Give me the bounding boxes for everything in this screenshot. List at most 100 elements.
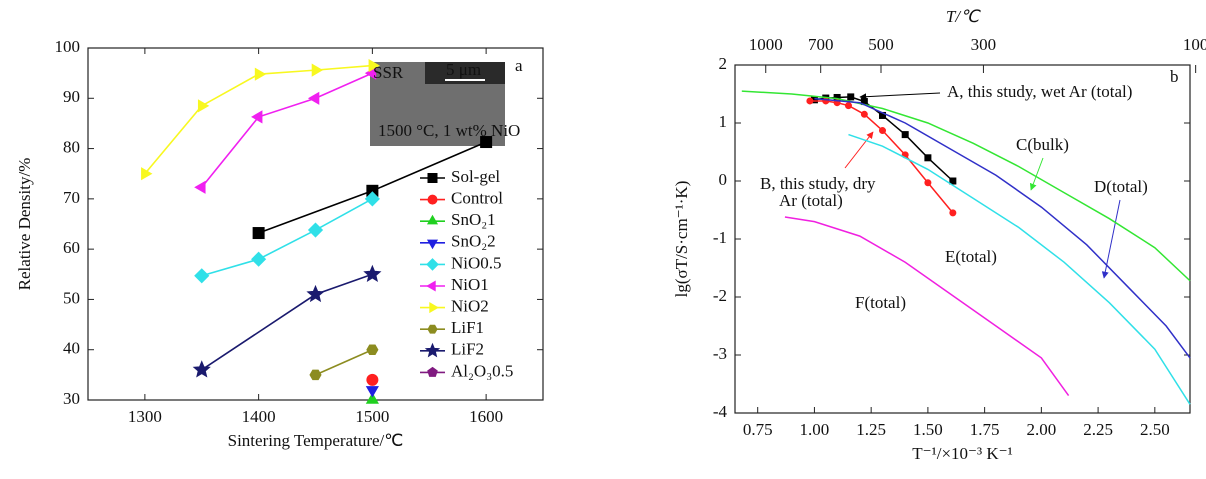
- marker: [306, 284, 325, 303]
- y-tick-label: 30: [63, 389, 80, 408]
- marker: [309, 369, 322, 381]
- marker: [365, 386, 379, 398]
- series-line: [784, 216, 1070, 397]
- x2-axis-label: T/℃: [946, 7, 981, 26]
- x-tick-label: 1.25: [856, 420, 886, 439]
- y-tick-label: 50: [63, 288, 80, 307]
- marker: [368, 59, 380, 73]
- x2-tick-label: 100: [1183, 35, 1206, 54]
- x2-tick-label: 1000: [749, 35, 783, 54]
- panel-label: b: [1170, 67, 1179, 86]
- annotation: C(bulk): [1016, 135, 1069, 154]
- legend-label: Sol-gel: [451, 167, 500, 186]
- plot-frame: [87, 47, 544, 401]
- annotation: A, this study, wet Ar (total): [947, 82, 1132, 101]
- legend-label: Al₂O₃0.5: [451, 361, 513, 380]
- annotation: B, this study, dry: [760, 174, 876, 193]
- marker: [426, 214, 439, 225]
- x-tick-label: 1.50: [913, 420, 943, 439]
- marker: [251, 110, 263, 124]
- marker: [847, 93, 855, 101]
- inset-text: SSR: [373, 63, 404, 82]
- marker: [366, 344, 379, 355]
- x-tick-label: 1.00: [800, 420, 830, 439]
- arrow: [859, 92, 941, 101]
- legend-label: SnO₂2: [451, 232, 496, 251]
- x-tick-label: 1600: [469, 407, 503, 426]
- marker: [860, 110, 868, 118]
- legend-label: SnO₂1: [451, 210, 496, 229]
- x2-tick-label: 700: [808, 35, 834, 54]
- annotation: E(total): [945, 247, 997, 266]
- series-line: [201, 198, 373, 277]
- legend-label: NiO2: [451, 297, 489, 316]
- marker: [901, 131, 909, 139]
- inset-text: 1500 °C, 1 wt% NiO: [378, 121, 520, 140]
- marker: [424, 342, 441, 358]
- x-tick-label: 2.00: [1026, 420, 1056, 439]
- legend-label: Control: [451, 189, 503, 208]
- marker: [426, 239, 439, 250]
- y-tick-label: -4: [713, 402, 728, 421]
- y-tick-label: 2: [719, 54, 728, 73]
- marker: [949, 177, 957, 185]
- marker: [311, 63, 324, 77]
- y-tick-label: 40: [63, 339, 80, 358]
- marker: [366, 373, 379, 386]
- marker: [427, 194, 438, 205]
- marker: [307, 222, 324, 238]
- y-axis-label: lg(σT/S·cm⁻¹·K): [672, 181, 691, 298]
- x-axis-label: T⁻¹/×10⁻³ K⁻¹: [912, 444, 1012, 463]
- marker: [427, 324, 438, 334]
- inset-text: 5 μm: [446, 60, 481, 79]
- arrow: [844, 131, 874, 169]
- x2-tick-label: 300: [971, 35, 997, 54]
- marker: [307, 91, 320, 105]
- x-tick-label: 1400: [242, 407, 276, 426]
- y-tick-label: 0: [719, 170, 728, 189]
- x-tick-label: 1500: [355, 407, 389, 426]
- y-axis-label: Relative Density/%: [15, 158, 34, 291]
- x-tick-label: 2.25: [1083, 420, 1113, 439]
- series-line: [814, 97, 1191, 359]
- marker: [426, 258, 439, 271]
- marker: [480, 136, 493, 149]
- marker: [365, 392, 379, 404]
- marker: [197, 99, 210, 113]
- y-tick-label: 60: [63, 238, 80, 257]
- marker: [949, 209, 957, 217]
- series-line: [201, 72, 373, 188]
- y-tick-label: -1: [713, 228, 727, 247]
- marker: [844, 102, 852, 110]
- arrow: [1101, 199, 1121, 279]
- y-tick-label: -3: [713, 344, 727, 363]
- marker: [252, 227, 265, 240]
- legend-label: LiF2: [451, 340, 484, 359]
- marker: [194, 268, 210, 284]
- x2-tick-label: 500: [868, 35, 894, 54]
- marker: [924, 154, 932, 162]
- series-line: [848, 133, 1191, 405]
- marker: [254, 67, 267, 81]
- scale-bar-bg: [425, 62, 505, 84]
- marker: [429, 302, 439, 314]
- marker: [924, 179, 932, 187]
- x-tick-label: 1300: [128, 407, 162, 426]
- y-tick-label: 100: [55, 37, 81, 56]
- y-tick-label: 70: [63, 188, 80, 207]
- plot-frame: [734, 64, 1191, 414]
- x-tick-label: 0.75: [743, 420, 773, 439]
- marker: [427, 366, 438, 377]
- series-line: [741, 90, 1191, 282]
- marker: [141, 167, 153, 181]
- marker: [426, 280, 436, 292]
- marker: [363, 264, 382, 283]
- y-tick-label: 1: [719, 112, 728, 131]
- annotation: F(total): [855, 293, 906, 312]
- marker: [364, 191, 380, 207]
- marker: [879, 127, 887, 135]
- legend-label: NiO0.5: [451, 253, 502, 272]
- marker: [806, 97, 814, 105]
- marker: [194, 180, 206, 194]
